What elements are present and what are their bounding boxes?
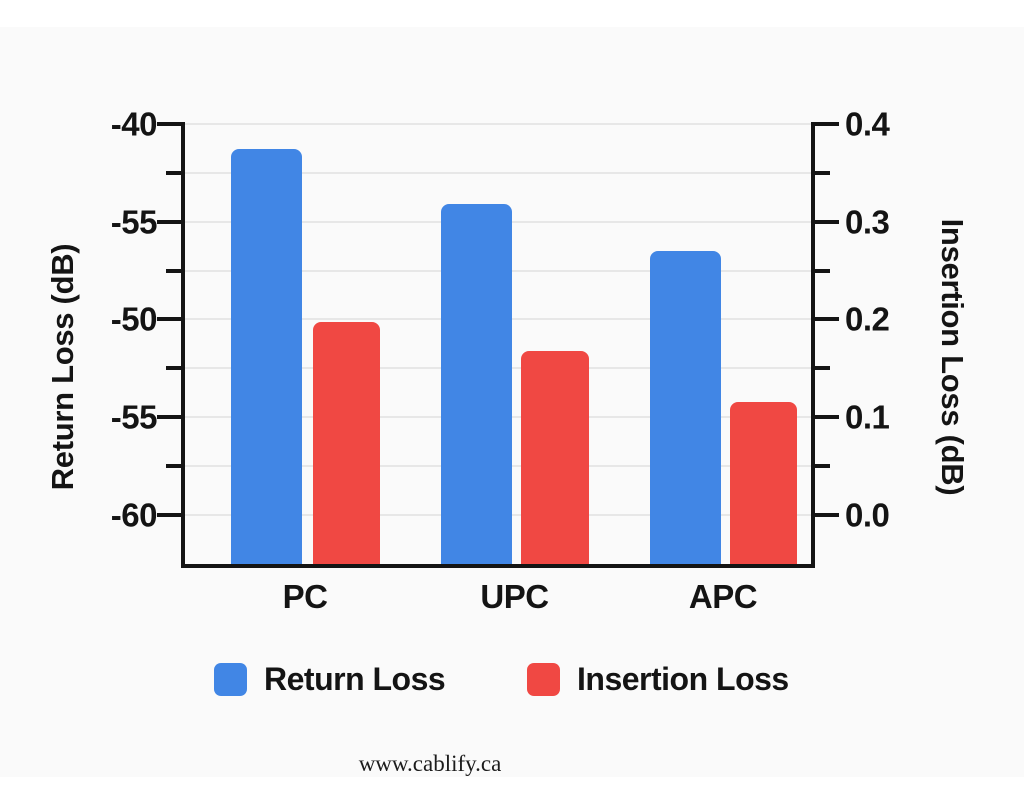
right-axis-tick-label: 0.0 [845, 496, 890, 534]
plot-area: -40 0.4 -55 0.3 -50 0.2 -55 0.1 -60 0.0 PC UPC APC [0, 27, 1024, 777]
left-axis-tick [166, 268, 181, 273]
right-axis-tick [815, 219, 839, 224]
right-axis-tick [815, 366, 830, 371]
bar-insertion-loss-apc [729, 402, 797, 566]
category-label-upc: UPC [480, 578, 549, 615]
gridline [183, 171, 813, 174]
right-axis-tick [815, 415, 839, 420]
right-axis-tick [815, 170, 830, 175]
left-axis-tick-label: -40 [110, 105, 158, 143]
bar-insertion-loss-upc [521, 350, 589, 566]
left-axis-tick-label: -55 [110, 203, 158, 241]
bar-return-loss-pc [230, 149, 302, 566]
category-label-apc: APC [688, 578, 758, 615]
right-axis-tick [815, 512, 839, 517]
left-axis-line [181, 122, 185, 568]
left-axis-tick [166, 366, 181, 371]
chart-canvas: Return Loss (dB) Insertion Loss (dB) -40… [0, 27, 1024, 777]
bar-insertion-loss-pc [312, 322, 380, 566]
left-axis-tick [157, 415, 181, 420]
bar-return-loss-apc [649, 250, 721, 566]
right-axis-tick [815, 122, 839, 126]
watermark-text: www.cablify.ca [358, 751, 502, 776]
right-axis-tick-label: 0.2 [845, 300, 890, 338]
left-axis-tick-label: -55 [110, 398, 158, 436]
right-axis-tick [815, 463, 830, 468]
left-axis-tick [157, 512, 181, 517]
left-axis-tick-label: -60 [110, 496, 158, 534]
right-axis-tick-label: 0.1 [845, 398, 890, 436]
left-axis-title: Return Loss (dB) [45, 243, 80, 491]
right-axis-tick [815, 317, 839, 322]
right-axis-tick [815, 268, 830, 273]
bar-return-loss-upc [441, 204, 512, 566]
left-axis-tick [157, 317, 181, 322]
right-axis-tick-label: 0.4 [845, 105, 890, 143]
left-axis-tick-label: -50 [110, 300, 158, 338]
left-axis-tick [166, 463, 181, 468]
right-axis-line [811, 122, 815, 568]
category-label-pc: PC [282, 578, 328, 615]
left-axis-tick [157, 122, 181, 126]
x-axis-line [181, 564, 815, 568]
right-axis-tick-label: 0.3 [845, 203, 890, 241]
gridline [183, 123, 813, 125]
left-axis-tick [157, 219, 181, 224]
right-axis-title: Insertion Loss (dB) [935, 218, 970, 496]
left-axis-tick [166, 170, 181, 175]
